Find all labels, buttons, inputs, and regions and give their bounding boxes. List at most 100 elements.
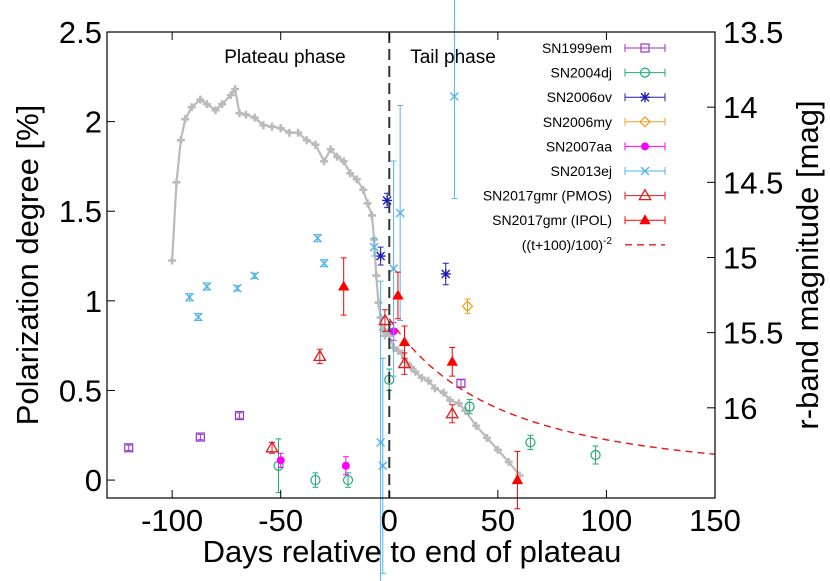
lightcurve-point — [493, 445, 502, 454]
sn2013ej-point — [232, 283, 242, 293]
sn1999em-point — [124, 443, 134, 453]
sn2017gmr-pmos-point — [397, 356, 412, 369]
lightcurve-point — [211, 106, 220, 115]
sn2004dj-errorbar — [592, 445, 599, 465]
lightcurve-point — [393, 346, 402, 355]
legend-errorbar-sn2017gmr-pmos — [624, 191, 666, 200]
plot-frame — [106, 31, 716, 499]
x-tick-label: 50 — [481, 503, 515, 538]
y-tick-label: 2.5 — [59, 15, 102, 50]
sn1999em-errorbar — [457, 379, 464, 388]
sn2013ej-point — [449, 92, 459, 102]
lightcurve-point — [172, 178, 181, 187]
legend-marker-sn2017gmr-ipol — [639, 214, 651, 225]
legend-errorbar-sn1999em — [624, 44, 666, 52]
lightcurve-point — [430, 384, 439, 393]
sn2013ej-point — [319, 258, 329, 268]
y-tick-label: 1 — [85, 284, 102, 319]
lightcurve-point — [294, 128, 303, 137]
lightcurve-point — [285, 128, 294, 137]
lightcurve-point — [374, 298, 383, 307]
lightcurve-point — [259, 121, 268, 130]
tail-phase-label: Tail phase — [410, 47, 496, 68]
sn2007aa-point — [276, 456, 285, 465]
lightcurve-point — [326, 145, 335, 154]
lightcurve-point — [411, 367, 420, 376]
sn2013ej-point — [313, 233, 323, 243]
lightcurve-point — [268, 122, 277, 131]
legend-marker-sn2017gmr-pmos — [638, 188, 652, 201]
y2-axis-label: r-band magnitude [mag] — [790, 100, 825, 429]
lightcurve-point — [483, 433, 491, 442]
lightcurve-point — [320, 157, 329, 166]
y2-tick-label: 14.5 — [723, 165, 783, 200]
lightcurve-line — [171, 86, 521, 477]
sn2004dj-point — [590, 449, 601, 461]
sn2017gmr-ipol-point — [392, 289, 404, 300]
lightcurve-point — [176, 136, 185, 145]
lightcurve-point — [367, 211, 376, 220]
sn2017gmr-pmos-point — [265, 440, 279, 453]
lightcurve-point — [339, 157, 348, 166]
lightcurve-point — [196, 95, 205, 104]
legend-marker-sn2007aa — [641, 142, 649, 151]
legend-marker-sn2013ej — [640, 166, 650, 176]
sn2006ov-point — [440, 268, 451, 279]
legend-marker-sn1999em — [640, 43, 650, 53]
legend-label--t-100-100: ((t+100)/100)-2 — [522, 236, 613, 253]
legend-exponent: -2 — [603, 236, 612, 247]
legend-errorbar-sn2004dj — [624, 68, 666, 77]
sn1999em-errorbar — [125, 444, 132, 452]
sn2013ej-point — [250, 271, 260, 281]
sn2004dj-point — [310, 474, 321, 486]
lightcurve-layer — [168, 85, 524, 480]
lightcurve-point — [231, 85, 240, 94]
x-axis-label: Days relative to end of plateau — [203, 534, 622, 569]
y2-tick-label: 13.5 — [723, 15, 783, 50]
lightcurve-point — [202, 100, 211, 109]
lightcurve-point — [439, 388, 448, 397]
legend-label-sn2017gmr-pmos: SN2017gmr (PMOS) — [483, 188, 612, 204]
lightcurve-point — [446, 396, 455, 405]
axes-frame: -100 -50 0 50 100 150 0 0.5 1 1.5 2 2.5 13.5 14 14.5 15… — [59, 15, 783, 538]
sn2013ej-point — [193, 312, 203, 322]
plateau-phase-label: Plateau phase — [224, 47, 346, 68]
legend-marker-sn2004dj — [639, 67, 651, 78]
y-axis-label: Polarization degree [%] — [10, 105, 45, 426]
lightcurve-point — [346, 169, 355, 178]
legend-label-sn2006ov: SN2006ov — [547, 89, 612, 105]
lightcurve-point — [226, 91, 235, 100]
sn2013ej-point — [369, 242, 379, 252]
y-tick-label: 0.5 — [59, 373, 102, 408]
sn2004dj-point — [342, 474, 354, 486]
data-layer — [124, 0, 716, 581]
lightcurve-point — [181, 115, 190, 124]
sn2017gmr-ipol-point — [398, 336, 411, 347]
lightcurve-point — [276, 124, 285, 133]
lightcurve-point — [372, 271, 381, 280]
legend-marker-sn2006my — [639, 115, 651, 128]
sn1999em-point — [234, 410, 245, 421]
y-tick-label: 2 — [85, 105, 102, 140]
lightcurve-point — [424, 376, 433, 385]
sn2007aa-point — [341, 461, 350, 470]
y-tick-label: 0 — [85, 463, 102, 498]
lightcurve-point — [311, 140, 320, 149]
sn2013ej-point — [185, 292, 195, 302]
legend-label-sn2017gmr-ipol: SN2017gmr (IPOL) — [492, 212, 612, 228]
sn2006my-point — [461, 300, 474, 313]
sn1999em-errorbar — [197, 433, 204, 441]
legend-label-sn2013ej: SN2013ej — [551, 163, 613, 179]
sn2017gmr-pmos-point — [445, 406, 460, 419]
lightcurve-point — [250, 113, 259, 122]
lightcurve-point — [359, 185, 368, 194]
legend-label-sn2006my: SN2006my — [543, 114, 612, 130]
sn2017gmr-ipol-point — [337, 280, 350, 291]
sn2013ej-point — [378, 461, 388, 471]
sn2006ov-point — [382, 195, 393, 206]
legend-errorbar-sn2006my — [624, 117, 666, 126]
sn2013ej-point — [395, 208, 405, 218]
sn2013ej-point — [202, 282, 212, 292]
x-tick-label: 100 — [581, 503, 633, 538]
